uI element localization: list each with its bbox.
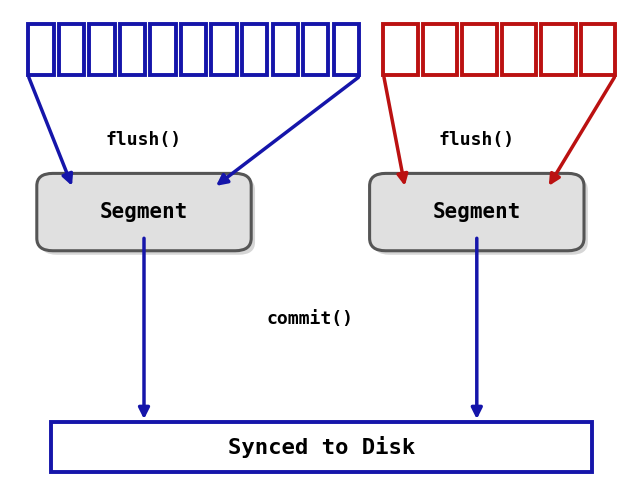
- Bar: [89, 24, 115, 75]
- Text: Segment: Segment: [433, 202, 521, 222]
- Bar: [273, 24, 298, 75]
- FancyBboxPatch shape: [37, 174, 251, 251]
- FancyBboxPatch shape: [41, 178, 255, 255]
- Text: commit(): commit(): [267, 310, 354, 328]
- FancyBboxPatch shape: [374, 178, 588, 255]
- Bar: [541, 24, 575, 75]
- Bar: [59, 24, 84, 75]
- Text: Synced to Disk: Synced to Disk: [228, 436, 415, 458]
- Bar: [303, 24, 328, 75]
- Bar: [211, 24, 237, 75]
- Text: flush(): flush(): [106, 131, 182, 149]
- Bar: [333, 24, 359, 75]
- Bar: [150, 24, 176, 75]
- Bar: [51, 422, 592, 472]
- Text: flush(): flush(): [439, 131, 515, 149]
- Bar: [580, 24, 615, 75]
- Bar: [502, 24, 536, 75]
- Bar: [120, 24, 145, 75]
- Bar: [423, 24, 457, 75]
- Bar: [383, 24, 418, 75]
- Bar: [181, 24, 206, 75]
- FancyBboxPatch shape: [370, 174, 584, 251]
- Bar: [242, 24, 268, 75]
- Bar: [462, 24, 497, 75]
- Text: Segment: Segment: [100, 202, 188, 222]
- Bar: [28, 24, 54, 75]
